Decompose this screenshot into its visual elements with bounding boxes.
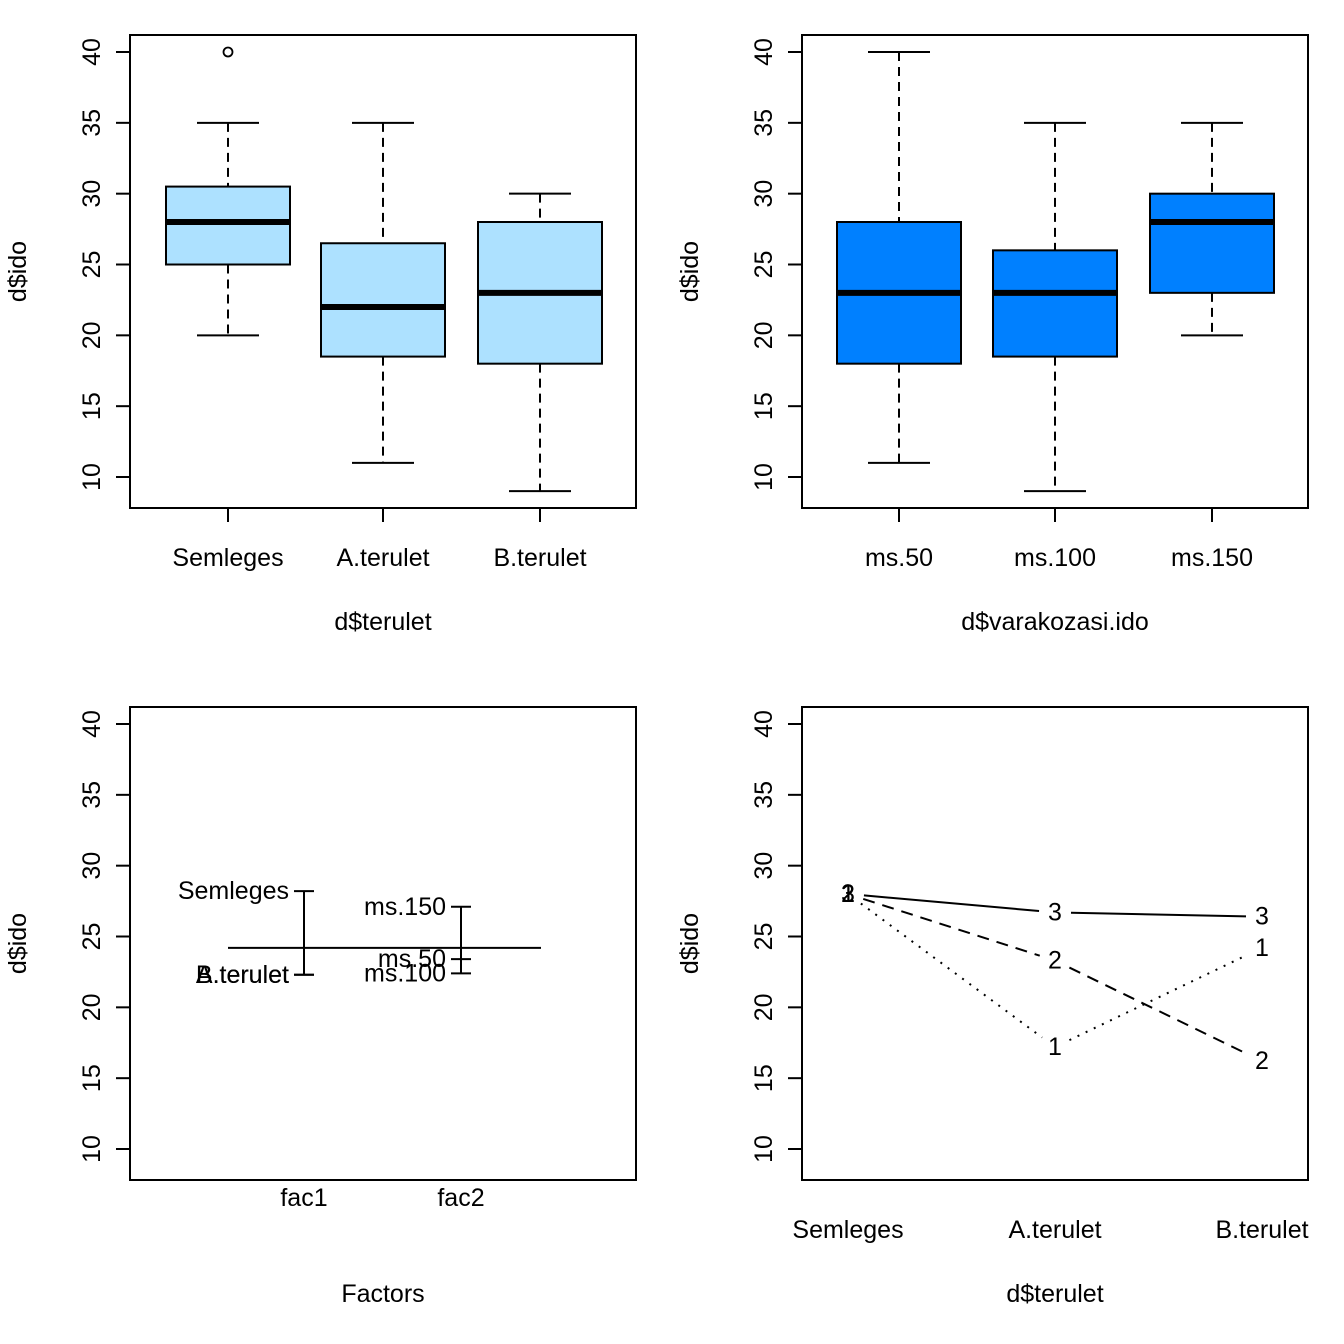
y-tick-label: 15 (750, 1064, 778, 1092)
y-tick-label: 35 (750, 109, 778, 137)
series-point-label: 1 (1255, 934, 1269, 962)
series-line-segment (863, 894, 1040, 912)
y-axis-label: d$ido (4, 241, 32, 302)
y-axis: 10 15 20 25 30 35 40 (78, 710, 131, 1163)
level-label: B.terulet (196, 961, 289, 989)
y-axis-label: d$ido (4, 913, 32, 974)
level-label: ms.50 (378, 945, 446, 973)
box-A.terulet: A.terulet (320, 121, 446, 572)
series-point-label: 2 (1048, 947, 1062, 975)
box-ms.150: ms.150 (1149, 121, 1275, 572)
y-tick-label: 30 (78, 180, 106, 208)
panel-2: 10 15 20 25 30 35 40 d$ido ms.50 ms.100 ms.150 d$va… (676, 34, 1309, 636)
series-point-label: 1 (841, 880, 855, 908)
level-label: ms.150 (364, 893, 446, 921)
plot-frame (801, 706, 1309, 1181)
box-iqr (992, 249, 1118, 358)
level-label: ms.100 (364, 959, 446, 987)
box-Semleges: Semleges (165, 46, 291, 572)
y-tick-label: 35 (78, 109, 106, 137)
series-2: 2 2 2 (841, 880, 1269, 1075)
series-line-segment (862, 897, 1041, 957)
x-axis-label: d$terulet (334, 608, 431, 636)
series-line-segment (1070, 911, 1247, 918)
x-tick-label: A.terulet (336, 544, 429, 572)
y-tick-label: 20 (750, 993, 778, 1021)
y-tick-label: 35 (78, 781, 106, 809)
y-tick-label: 10 (750, 463, 778, 491)
y-tick-label: 25 (78, 923, 106, 951)
y-tick-label: 20 (78, 321, 106, 349)
y-tick-label: 40 (78, 710, 106, 738)
level-label: Semleges (178, 877, 289, 905)
y-tick-label: 15 (78, 1064, 106, 1092)
box-ms.50: ms.50 (836, 51, 962, 572)
series-point-label: 1 (1048, 1033, 1062, 1061)
series-line-segment (1068, 953, 1249, 1041)
box-iqr (165, 185, 291, 266)
level-label: A.terulet (196, 961, 289, 989)
x-axis-label: d$varakozasi.ido (961, 608, 1149, 636)
series-point-label: 3 (841, 880, 855, 908)
y-tick-label: 25 (750, 923, 778, 951)
box-iqr (1149, 192, 1275, 294)
y-tick-label: 30 (750, 180, 778, 208)
y-tick-label: 15 (750, 392, 778, 420)
y-tick-label: 10 (78, 463, 106, 491)
y-axis: 10 15 20 25 30 35 40 (750, 38, 803, 491)
x-tick-label: Semleges (792, 1216, 903, 1244)
x-tick-label: fac2 (437, 1184, 484, 1212)
series-line-segment (860, 902, 1043, 1039)
plot-frame (129, 706, 637, 1181)
y-tick-label: 10 (78, 1135, 106, 1163)
y-tick-label: 30 (78, 852, 106, 880)
y-axis-label: d$ido (676, 913, 704, 974)
x-tick-label: Semleges (172, 544, 283, 572)
y-tick-label: 10 (750, 1135, 778, 1163)
y-tick-label: 25 (750, 251, 778, 279)
series-point-label: 2 (841, 880, 855, 908)
x-tick-label: ms.50 (865, 544, 933, 572)
series-line-segment (1068, 966, 1249, 1056)
outlier-point (222, 46, 234, 58)
panel-1: 10 15 20 25 30 35 40 d$ido Semleges A.terulet B.te… (4, 34, 637, 636)
box-ms.100: ms.100 (992, 121, 1118, 572)
series-point-label: 2 (1255, 1047, 1269, 1075)
y-axis-label: d$ido (676, 241, 704, 302)
x-tick-label: ms.100 (1014, 544, 1096, 572)
y-tick-label: 40 (78, 38, 106, 66)
y-tick-label: 40 (750, 38, 778, 66)
box-B.terulet: B.terulet (477, 192, 603, 572)
y-tick-label: 20 (750, 321, 778, 349)
y-axis: 10 15 20 25 30 35 40 (750, 710, 803, 1163)
x-axis-label: d$terulet (1006, 1280, 1103, 1308)
x-axis-label: Factors (341, 1280, 424, 1308)
y-tick-label: 35 (750, 781, 778, 809)
x-tick-label: B.terulet (493, 544, 586, 572)
series-1: 1 1 1 (841, 880, 1269, 1061)
y-tick-label: 25 (78, 251, 106, 279)
x-tick-label: ms.150 (1171, 544, 1253, 572)
y-tick-label: 30 (750, 852, 778, 880)
y-tick-label: 20 (78, 993, 106, 1021)
y-axis: 10 15 20 25 30 35 40 (78, 38, 131, 491)
y-tick-label: 40 (750, 710, 778, 738)
series-point-label: 3 (1255, 903, 1269, 931)
x-tick-label: A.terulet (1008, 1216, 1101, 1244)
box-iqr (320, 242, 446, 358)
series-3: 3 3 3 (841, 880, 1269, 931)
series-point-label: 3 (1048, 898, 1062, 926)
y-tick-label: 15 (78, 392, 106, 420)
x-tick-label: fac1 (280, 1184, 327, 1212)
panel-3: 10 15 20 25 30 35 40 d$ido Semleges A.teruletB.te… (4, 706, 637, 1308)
x-tick-label: B.terulet (1215, 1216, 1308, 1244)
